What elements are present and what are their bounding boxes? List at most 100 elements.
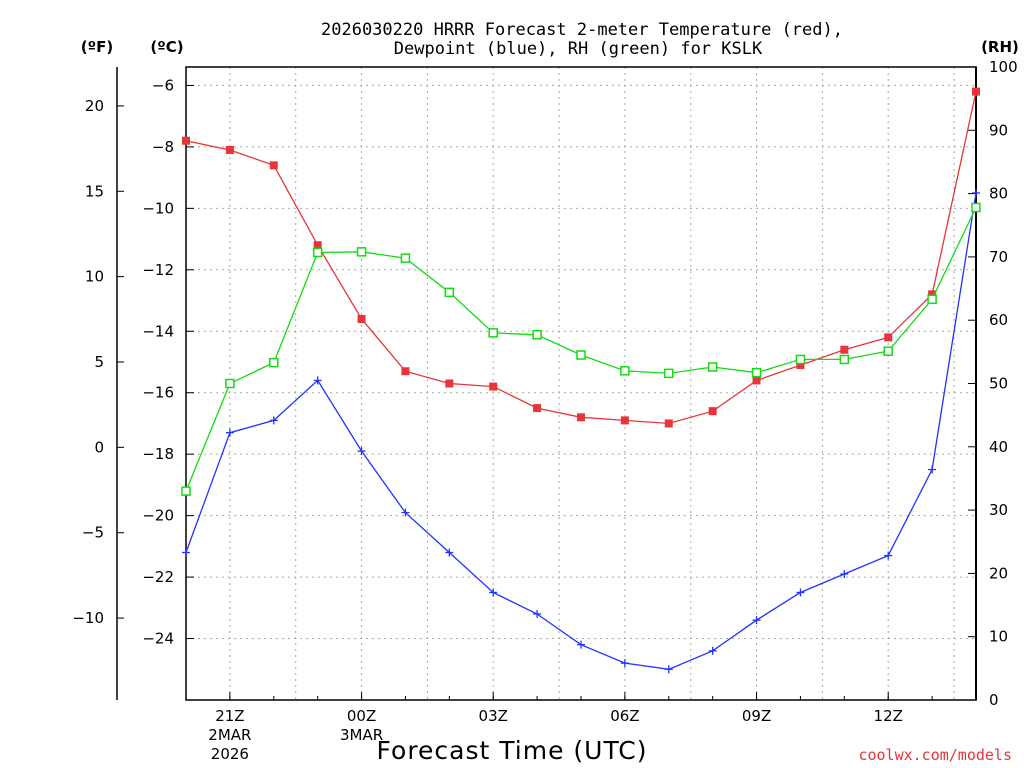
rh-tick-label: 60 [989,311,1008,329]
point-rh [971,202,981,213]
series-line-dewpoint [185,192,977,670]
fahrenheit-tick-label: −5 [82,524,104,542]
series-line-rh [185,207,977,492]
point-rh [707,362,718,372]
point-temperature [489,382,498,391]
point-dewpoint [533,609,542,618]
point-rh [751,367,762,378]
point-temperature [269,161,278,170]
point-rh [269,357,279,368]
celsius-axis-unit: (ºC) [150,38,183,56]
rh-tick-label: 40 [989,438,1008,456]
point-rh [356,247,367,257]
point-dewpoint [884,551,893,560]
point-dewpoint [752,616,761,625]
point-temperature [577,413,585,422]
point-temperature [401,367,410,376]
celsius-tick-label: −8 [152,138,174,156]
x-tick-label: 12Z [874,707,903,725]
celsius-tick-label: −20 [142,507,174,525]
fahrenheit-tick-label: −10 [72,609,104,627]
x-tick-year: 2026 [211,745,249,763]
point-dewpoint [225,428,234,437]
point-temperature [225,145,234,154]
point-rh [576,350,586,360]
data-series [181,87,981,674]
series-rh [181,202,981,496]
celsius-tick-label: −12 [142,261,174,279]
point-dewpoint [840,570,849,579]
credit-text: coolwx.com/models [858,746,1012,764]
rh-tick-label: 0 [989,691,999,709]
point-rh [795,354,806,365]
point-dewpoint [708,646,717,655]
rh-tick-label: 50 [989,375,1008,393]
series-temperature [182,87,980,428]
point-rh [664,368,674,379]
x-tick-label: 09Z [742,707,771,725]
plot-frame [185,66,977,701]
celsius-tick-label: −16 [142,384,174,402]
point-temperature [182,136,190,145]
rh-tick-label: 80 [989,185,1008,203]
fahrenheit-axis-unit: (ºF) [81,38,113,56]
tick-labels: −6−8−10−12−14−16−18−20−22−2420151050−5−1… [72,58,1017,763]
point-dewpoint [313,376,322,385]
fahrenheit-tick-label: 5 [94,353,104,371]
rh-axis-unit: (RH) [981,38,1019,56]
point-rh [927,294,937,305]
point-temperature [620,416,629,425]
celsius-tick-label: −6 [152,76,174,94]
point-dewpoint [182,548,190,557]
chart-title-line1: 2026030220 HRRR Forecast 2-meter Tempera… [321,20,843,40]
point-dewpoint [489,588,498,597]
point-rh [400,253,411,263]
point-dewpoint [928,465,937,474]
fahrenheit-tick-label: 0 [94,438,104,456]
rh-tick-label: 20 [989,564,1008,582]
x-tick-label: 06Z [610,707,639,725]
point-temperature [840,345,849,354]
grid-lines [186,67,976,700]
chart-title-line2: Dewpoint (blue), RH (green) for KSLK [394,39,763,59]
point-dewpoint [577,640,585,649]
x-tick-label: 03Z [479,707,508,725]
point-temperature [796,361,805,370]
point-temperature [928,290,937,299]
celsius-tick-label: −24 [142,630,174,648]
celsius-tick-label: −14 [142,322,174,340]
point-rh [620,366,630,376]
point-rh [883,346,893,356]
rh-tick-label: 90 [989,121,1008,139]
x-tick-label: 21Z [215,707,244,725]
point-temperature [313,241,322,250]
fahrenheit-tick-label: 10 [85,268,104,286]
rh-tick-label: 70 [989,248,1008,266]
point-temperature [357,314,366,323]
point-dewpoint [972,188,980,197]
point-rh [532,330,542,340]
point-dewpoint [269,416,278,425]
point-rh [181,486,191,496]
x-tick-label: 00Z [347,707,376,725]
celsius-tick-label: −22 [142,568,174,586]
point-rh [488,328,498,338]
series-line-temperature [185,91,977,425]
point-dewpoint [664,665,673,674]
point-rh [444,287,455,298]
point-temperature [445,379,454,388]
rh-tick-label: 30 [989,501,1008,519]
x-tick-date: 3MAR [340,726,383,744]
point-temperature [708,407,717,416]
point-rh [312,247,323,258]
point-temperature [752,376,761,385]
point-dewpoint [620,659,629,668]
rh-tick-label: 10 [989,628,1008,646]
point-dewpoint [796,588,805,597]
point-temperature [884,333,893,342]
fahrenheit-tick-label: 15 [85,182,104,200]
point-dewpoint [401,508,410,517]
x-axis-label: Forecast Time (UTC) [377,736,648,765]
axes [116,66,977,701]
